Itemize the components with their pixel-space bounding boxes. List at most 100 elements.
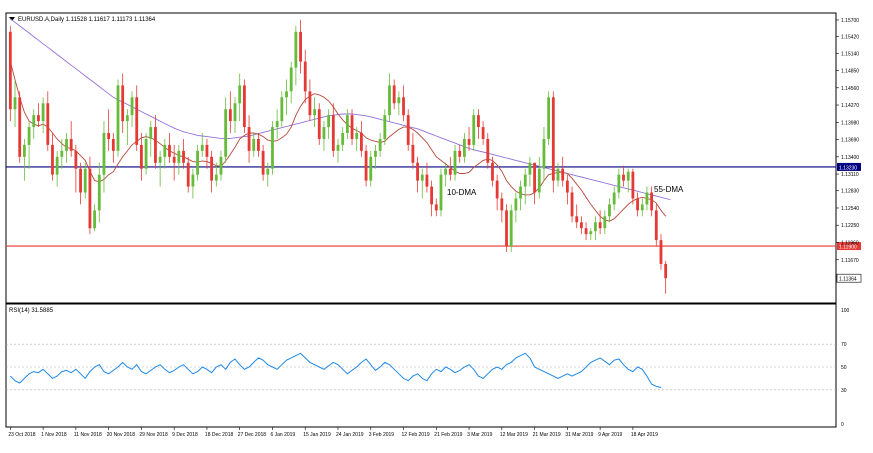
candle: [622, 165, 625, 187]
candle: [491, 156, 494, 187]
candle: [350, 109, 354, 145]
rsi-axis: 100 70 50 30 0: [841, 308, 850, 428]
candle: [580, 216, 583, 235]
time-tick-label: 6 Jan 2019: [270, 432, 295, 438]
candle: [430, 180, 434, 217]
candle: [238, 73, 242, 122]
candle: [275, 109, 279, 139]
time-tick-label: 12 Mar 2019: [500, 432, 528, 438]
candle: [654, 204, 658, 247]
candle: [650, 186, 654, 217]
candle: [83, 162, 87, 199]
candle: [547, 91, 551, 145]
dma10-label: 10-DMA: [447, 188, 477, 197]
candle: [561, 156, 565, 187]
candle: [144, 133, 148, 175]
candle: [472, 109, 476, 151]
symbol-info: EURUSD.A,Daily 1.11528 1.11617 1.11173 1…: [18, 17, 156, 23]
candle: [514, 192, 518, 223]
candle: [425, 162, 429, 193]
candle: [8, 25, 12, 122]
dma10-line: [9, 61, 667, 222]
candle: [477, 109, 480, 139]
candle: [41, 97, 45, 134]
candle: [168, 133, 171, 163]
rsi-tick-label: 50: [841, 365, 847, 371]
time-tick-label: 9 Dec 2018: [172, 432, 198, 438]
candle: [331, 103, 335, 157]
candle: [397, 91, 401, 116]
candle: [360, 121, 363, 157]
main-chart-pane[interactable]: [5, 12, 837, 304]
candle: [664, 260, 668, 294]
time-tick-label: 11 Nov 2018: [74, 432, 102, 438]
candle: [448, 156, 452, 181]
time-tick-label: 24 Jan 2019: [336, 432, 364, 438]
horizontal-levels: [6, 166, 836, 247]
price-tick-label: 1.13400: [841, 155, 859, 161]
candlesticks: [8, 19, 668, 294]
price-axis: 1.13230 1.11900 1.15700 1.15420 1.15140 1.148…: [836, 18, 862, 283]
candle: [458, 144, 462, 163]
price-tick-label: 1.11960: [841, 240, 859, 246]
candle: [135, 85, 139, 151]
candle: [378, 133, 382, 157]
candle: [308, 79, 312, 122]
candle: [551, 91, 555, 193]
candle: [196, 144, 199, 181]
candle: [336, 138, 340, 163]
candle: [364, 144, 368, 187]
time-tick-label: 18 Apr 2019: [631, 432, 658, 438]
time-tick-label: 3 Feb 2019: [369, 432, 395, 438]
candle: [313, 97, 316, 128]
time-tick-label: 9 Apr 2019: [598, 432, 622, 438]
level-label-resistance: 1.13230: [837, 162, 861, 171]
price-tick-label: 1.15140: [841, 51, 859, 57]
candle: [51, 133, 54, 181]
candle: [285, 79, 288, 116]
candle: [374, 144, 377, 169]
candle: [130, 91, 134, 128]
candle: [93, 204, 96, 232]
candle: [345, 109, 349, 139]
price-tick-label: 1.12540: [841, 206, 859, 212]
candle: [55, 150, 59, 187]
price-tick-label: 1.12250: [841, 223, 859, 229]
candle: [608, 198, 611, 223]
candle: [542, 127, 546, 181]
candle: [645, 186, 649, 211]
candle: [420, 168, 424, 199]
candle: [27, 121, 31, 169]
price-tick-label: 1.13110: [841, 172, 859, 178]
chart-header: EURUSD.A,Daily 1.11528 1.11617 1.11173 1…: [9, 17, 156, 23]
time-tick-label: 21 Mar 2019: [533, 432, 561, 438]
candle: [172, 144, 176, 181]
price-tick-label: 1.13980: [841, 120, 859, 126]
candle: [79, 162, 82, 205]
candle: [261, 144, 265, 181]
candle: [631, 168, 635, 205]
time-tick-label: 1 Nov 2018: [41, 432, 67, 438]
candle: [626, 168, 630, 193]
rsi-tick-label: 100: [841, 308, 850, 314]
price-tick-label: 1.14560: [841, 86, 859, 92]
candle: [462, 133, 466, 163]
candle: [416, 156, 419, 193]
candle: [589, 228, 593, 241]
candle: [228, 91, 232, 134]
candle: [406, 109, 410, 151]
time-tick-label: 3 Mar 2019: [467, 432, 493, 438]
candle: [402, 85, 405, 122]
candle: [280, 91, 284, 128]
candle: [242, 79, 246, 134]
candle: [537, 156, 541, 199]
rsi-pane[interactable]: [5, 303, 837, 428]
triangle-down-icon[interactable]: [9, 17, 15, 21]
candle: [97, 162, 101, 223]
candle: [584, 222, 588, 241]
candle: [322, 121, 326, 151]
time-tick-label: 27 Dec 2018: [238, 432, 267, 438]
candle: [37, 103, 40, 128]
level-label-support: 1.11900: [837, 242, 861, 251]
